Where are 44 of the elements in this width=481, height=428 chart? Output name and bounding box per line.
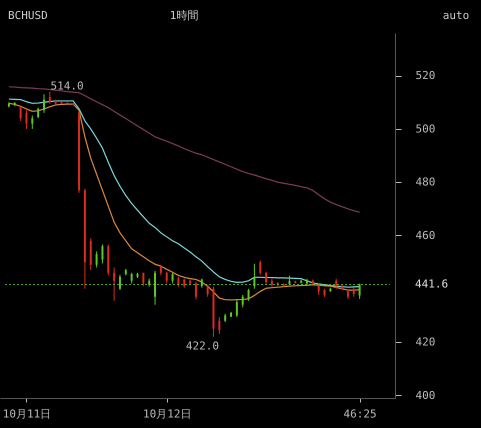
- text: BCHUSD: [8, 9, 48, 22]
- candlestick: [218, 316, 220, 335]
- candlestick: [265, 271, 268, 286]
- candlestick: [37, 107, 40, 119]
- y-tick-label: 500: [416, 122, 436, 136]
- candlestick: [248, 288, 250, 302]
- y-tick-label: 460: [416, 228, 436, 242]
- candlestick: [242, 294, 244, 308]
- candlestick: [25, 110, 28, 130]
- y-tick-label: 400: [416, 388, 436, 402]
- candlestick: [130, 272, 133, 284]
- candlestick: [160, 264, 162, 276]
- annotation: 422.0: [186, 340, 220, 353]
- candlestick: [166, 271, 168, 284]
- y-tick-label: 420: [416, 336, 436, 349]
- candlestick: [318, 283, 320, 296]
- x-tick-label: 10月11日: [2, 408, 52, 420]
- y-tick-label: 520: [416, 69, 436, 82]
- candlestick: [335, 278, 338, 290]
- candlestick: [90, 238, 92, 271]
- x-tick-label: 10月12日: [142, 408, 192, 420]
- candlestick: [113, 266, 116, 302]
- candlestick: [20, 106, 22, 122]
- candlestick: [177, 276, 180, 288]
- candlestick: [183, 278, 186, 288]
- candlestick: [194, 281, 197, 300]
- annotation: 514.0: [50, 80, 84, 93]
- y-tick-label: 480: [416, 176, 436, 189]
- candlestick: [352, 287, 355, 298]
- x-tick-label: 46:25: [344, 408, 377, 420]
- candlestick: [346, 289, 349, 300]
- candlestick: [206, 284, 209, 298]
- candlestick: [96, 250, 98, 268]
- candlestick: [42, 94, 45, 114]
- candlestick: [236, 299, 238, 318]
- text: 1時間: [170, 9, 198, 22]
- candlestick: [259, 260, 262, 276]
- candlestick: [172, 272, 174, 284]
- candlestick: [142, 272, 144, 287]
- ref-line-label: 441.6: [415, 278, 448, 291]
- text: auto: [442, 9, 470, 22]
- candlestick: [31, 115, 34, 130]
- candlestick: [48, 91, 51, 104]
- candlestick: [101, 244, 104, 264]
